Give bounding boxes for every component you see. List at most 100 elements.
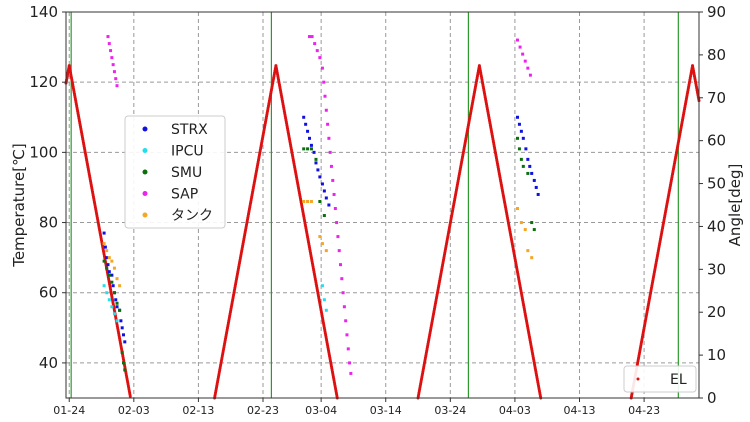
data-point — [536, 192, 540, 196]
tick-label-right: 10 — [707, 346, 726, 364]
data-point — [105, 256, 109, 260]
legend-label: タンク — [171, 208, 213, 224]
tick-label-x: 04-03 — [499, 404, 531, 417]
data-point — [526, 157, 530, 161]
data-point — [318, 199, 322, 203]
data-point — [111, 284, 115, 288]
data-point — [112, 291, 116, 295]
data-point — [110, 273, 114, 277]
data-point — [530, 221, 534, 225]
data-point — [324, 108, 328, 112]
data-point — [309, 199, 313, 203]
data-point — [346, 347, 350, 351]
data-point — [304, 122, 308, 126]
data-point — [349, 371, 353, 375]
series-IPCU — [102, 284, 328, 323]
data-point — [530, 171, 534, 175]
data-point — [521, 52, 525, 56]
data-point — [112, 266, 116, 270]
data-point — [523, 228, 527, 232]
data-point — [521, 136, 525, 140]
data-point — [106, 263, 110, 267]
data-point — [121, 333, 125, 337]
tick-label-x: 02-13 — [182, 404, 214, 417]
data-point — [110, 259, 114, 263]
legend-marker — [142, 148, 148, 153]
data-point — [314, 161, 318, 165]
legend-box — [623, 365, 697, 393]
tick-label-x: 04-13 — [564, 404, 596, 417]
tick-label-right: 20 — [707, 303, 726, 321]
data-point — [331, 178, 335, 182]
data-point — [519, 129, 523, 133]
data-point — [516, 38, 519, 42]
data-point — [118, 308, 122, 312]
data-point — [339, 263, 343, 267]
data-point — [526, 249, 530, 253]
data-point — [105, 266, 109, 270]
data-point — [337, 249, 341, 253]
data-point — [110, 305, 114, 309]
data-point — [318, 175, 322, 179]
tick-label-right: 70 — [707, 89, 726, 107]
data-point — [102, 231, 106, 235]
data-point — [519, 221, 523, 225]
series-STRX — [102, 115, 540, 344]
data-point — [323, 94, 327, 98]
data-point — [315, 49, 319, 53]
data-point — [309, 143, 313, 147]
data-point — [324, 308, 328, 312]
data-point — [115, 84, 119, 88]
data-point — [521, 164, 525, 168]
tick-label-left: 80 — [39, 214, 58, 232]
legend-main: STRX IPCU SMU SAP タンク — [124, 115, 226, 229]
tick-label-x: 04-23 — [628, 404, 660, 417]
y-axis-label-right: Angle[deg] — [726, 164, 744, 247]
data-point — [329, 164, 333, 168]
legend-secondary: EL — [623, 365, 697, 393]
tick-label-x: 03-04 — [305, 404, 337, 417]
legend-label: SAP — [171, 187, 198, 203]
legend-label: SMU — [171, 165, 202, 181]
data-point — [115, 301, 119, 305]
data-point — [109, 49, 113, 53]
data-point — [107, 273, 111, 277]
tick-label-right: 60 — [707, 132, 726, 150]
plot-frame — [65, 11, 700, 399]
data-point — [314, 157, 318, 161]
data-point — [318, 235, 322, 239]
data-point — [102, 242, 106, 246]
data-point — [102, 284, 106, 288]
data-point — [102, 259, 106, 263]
data-point — [106, 35, 110, 39]
data-point — [313, 42, 317, 46]
data-point — [333, 207, 337, 211]
data-point — [114, 77, 118, 81]
data-point — [121, 361, 125, 365]
left-axis-ticks: 40 60 80 100 120 140 — [29, 3, 66, 372]
data-point — [302, 199, 306, 203]
data-point — [534, 185, 538, 189]
data-point — [518, 45, 522, 49]
legend-marker — [142, 126, 148, 132]
series-タンク — [102, 199, 534, 288]
tick-label-left: 140 — [29, 3, 58, 21]
data-point — [107, 298, 111, 302]
tick-label-x: 02-23 — [247, 404, 279, 417]
data-point — [112, 70, 116, 74]
data-point — [115, 305, 119, 309]
data-point — [328, 150, 332, 154]
data-point — [340, 277, 344, 281]
tick-label-left: 60 — [39, 284, 58, 302]
data-point — [322, 214, 326, 218]
data-point — [342, 305, 346, 309]
data-point — [532, 178, 536, 182]
legend-marker — [636, 377, 640, 381]
data-point — [107, 256, 111, 260]
data-point — [112, 312, 116, 316]
data-point — [322, 189, 326, 193]
data-point — [530, 256, 534, 260]
data-point — [316, 168, 320, 172]
data-point — [336, 235, 340, 239]
data-point — [103, 245, 107, 249]
